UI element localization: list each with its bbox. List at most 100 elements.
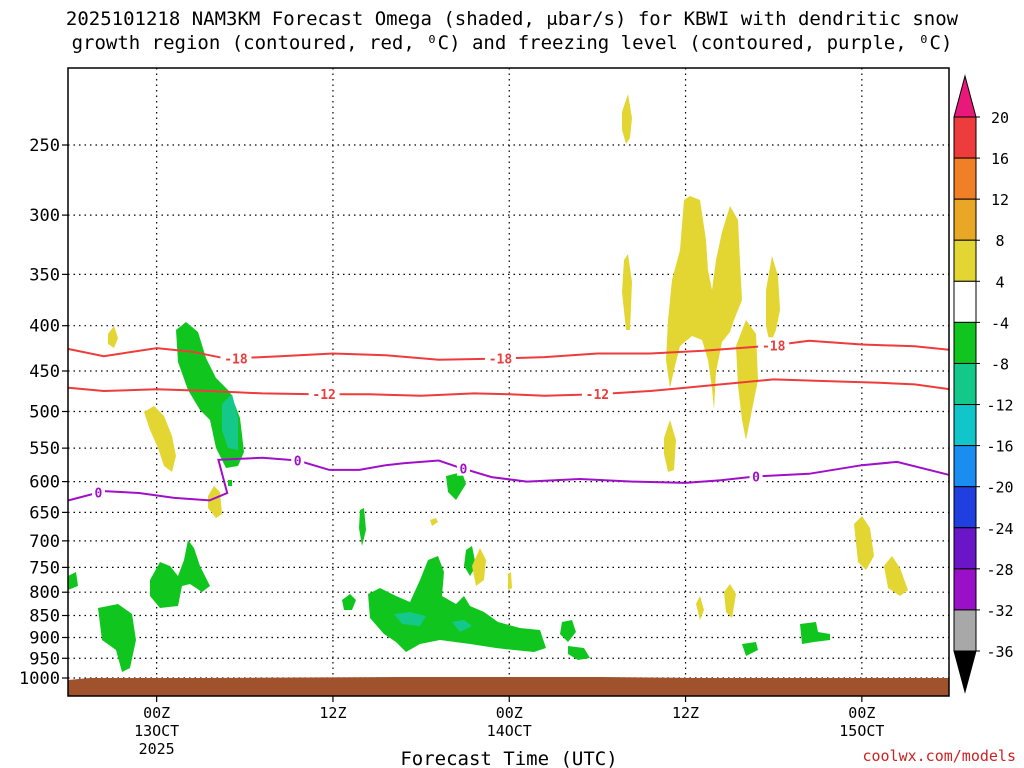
omega-region-upward <box>446 472 466 500</box>
colorbar-label: -4 <box>991 314 1009 332</box>
contour-line <box>68 339 949 361</box>
colorbar-bin <box>953 321 977 364</box>
colorbar-label: -8 <box>991 355 1009 373</box>
colorbar-bin <box>953 362 977 406</box>
omega-shading <box>68 94 949 696</box>
omega-region-downward <box>430 518 438 526</box>
omega-region-downward <box>622 254 632 330</box>
colorbar-label: 16 <box>991 150 1009 168</box>
contour-label: 0 <box>459 463 467 478</box>
x-tick-label: 12Z <box>672 704 699 722</box>
chart-title-line2: growth region (contoured, red, ⁰C) and f… <box>71 32 953 54</box>
x-tick-label: 12Z <box>319 704 346 722</box>
y-tick-label: 550 <box>29 439 60 459</box>
contour-label-bg <box>291 452 305 468</box>
y-tick-label: 850 <box>29 607 60 627</box>
colorbar-bin <box>953 445 977 488</box>
colorbar-bin <box>953 280 977 323</box>
colorbar-bin <box>953 116 977 159</box>
omega-region-strong-upward <box>452 620 472 632</box>
contour-label: 0 <box>752 470 760 485</box>
omega-region-downward <box>664 420 676 472</box>
omega-region-upward <box>342 594 356 610</box>
omega-region-upward <box>742 642 758 656</box>
credit-text: coolwx.com/models <box>862 747 1016 765</box>
contour-label: -12 <box>312 388 335 403</box>
chart-title-line1: 2025101218 NAM3KM Forecast Omega (shaded… <box>65 8 959 30</box>
colorbar-bin <box>953 239 977 282</box>
colorbar-bin <box>953 568 977 611</box>
colorbar-label: 12 <box>991 191 1009 209</box>
omega-region-downward <box>472 548 486 586</box>
colorbar-label: -16 <box>986 438 1013 456</box>
colorbar-label: -32 <box>986 602 1013 620</box>
colorbar-bin <box>953 404 977 447</box>
y-tick-label: 800 <box>29 583 60 603</box>
ground-terrain <box>68 677 949 696</box>
omega-region-upward <box>68 572 78 590</box>
colorbar-bin <box>953 486 977 529</box>
colorbar-label: -20 <box>986 479 1013 497</box>
x-tick-date-label: 13OCT <box>134 722 179 740</box>
colorbar-label: -12 <box>986 397 1013 415</box>
y-tick-label: 900 <box>29 628 60 648</box>
contour-label-bg <box>456 460 470 476</box>
contour-label-bg <box>758 337 790 353</box>
y-tick-label: 350 <box>29 265 60 285</box>
contour-label: -18 <box>224 352 248 367</box>
contour-label-bg <box>749 468 763 484</box>
colorbar-label: -24 <box>986 520 1013 538</box>
omega-region-downward <box>108 326 118 348</box>
omega-region-downward <box>666 196 742 410</box>
contour-label-bg <box>308 386 340 402</box>
omega-region-upward <box>560 620 576 642</box>
omega-region-downward <box>766 256 780 344</box>
y-tick-label: 600 <box>29 473 60 493</box>
x-tick-year-label: 2025 <box>139 740 175 758</box>
x-tick-date-label: 14OCT <box>487 722 532 740</box>
x-tick-date-label: 15OCT <box>839 722 884 740</box>
axes: 2503003504004505005506006507007508008509… <box>19 136 884 758</box>
omega-region-downward <box>696 596 704 620</box>
contour-label: -18 <box>762 339 786 354</box>
contour-line <box>68 378 949 397</box>
contour-label: 0 <box>294 455 302 470</box>
contour-label-bg <box>91 484 105 500</box>
x-tick-label: 00Z <box>496 704 523 722</box>
omega-region-strong-upward <box>394 612 426 626</box>
omega-region-upward <box>368 556 546 652</box>
x-axis-label: Forecast Time (UTC) <box>400 748 617 768</box>
omega-region-downward <box>884 556 908 596</box>
colorbar-label: -28 <box>986 561 1013 579</box>
colorbar: 20 16 12 8 4 -4 -8 -12 -16 -20 -24 -28 -32 -36 <box>953 74 1014 694</box>
y-tick-label: 1000 <box>19 669 60 689</box>
colorbar-bin <box>953 74 977 118</box>
y-tick-label: 700 <box>29 532 60 552</box>
omega-region-downward <box>736 320 758 440</box>
y-tick-label: 650 <box>29 503 60 523</box>
y-tick-label: 250 <box>29 136 60 156</box>
y-tick-label: 750 <box>29 558 60 578</box>
contour-label: 0 <box>95 486 103 501</box>
contour-label-bg <box>220 350 252 366</box>
colorbar-label: -36 <box>986 643 1013 661</box>
y-tick-label: 950 <box>29 649 60 669</box>
omega-region-upward <box>568 646 590 660</box>
x-tick-label: 00Z <box>143 704 170 722</box>
colorbar-bin <box>953 157 977 200</box>
omega-region-upward <box>800 622 830 644</box>
x-tick-label: 00Z <box>848 704 875 722</box>
y-tick-label: 450 <box>29 362 60 382</box>
colorbar-bin <box>953 650 977 694</box>
colorbar-label: 4 <box>995 273 1004 291</box>
colorbar-label: 20 <box>991 109 1009 127</box>
omega-region-downward <box>208 486 222 518</box>
omega-region-strong-upward <box>222 394 238 450</box>
contour-lines: -18 -18 -18 -12 -12 0 0 0 0 <box>68 337 949 501</box>
colorbar-label: 8 <box>995 232 1004 250</box>
contour-label: -12 <box>586 388 609 403</box>
omega-region-downward <box>724 584 736 618</box>
omega-region-downward <box>622 94 632 144</box>
omega-region-upward <box>98 604 136 672</box>
